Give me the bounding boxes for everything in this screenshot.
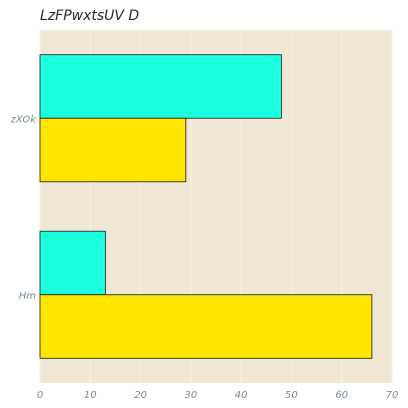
bar — [39, 54, 282, 119]
bars — [39, 54, 373, 359]
x-tick-label: 30 — [184, 390, 197, 401]
x-tick-label: 10 — [84, 390, 97, 401]
bar — [39, 117, 187, 183]
tick-labels: 0 10 20 30 40 50 60 70 zXOk Hm — [10, 114, 399, 401]
x-tick-label: 20 — [134, 390, 147, 401]
x-tick-label: 0 — [37, 390, 43, 401]
x-tick-label: 40 — [235, 390, 248, 401]
bar — [39, 230, 106, 296]
y-tick-label: Hm — [19, 291, 37, 302]
chart-title: LzFPwxtsUV D — [40, 8, 139, 24]
y-tick-label: zXOk — [10, 114, 38, 125]
x-tick-label: 70 — [386, 390, 399, 401]
x-tick-label: 60 — [335, 390, 348, 401]
bar — [39, 294, 373, 359]
x-tick-label: 50 — [285, 390, 298, 401]
